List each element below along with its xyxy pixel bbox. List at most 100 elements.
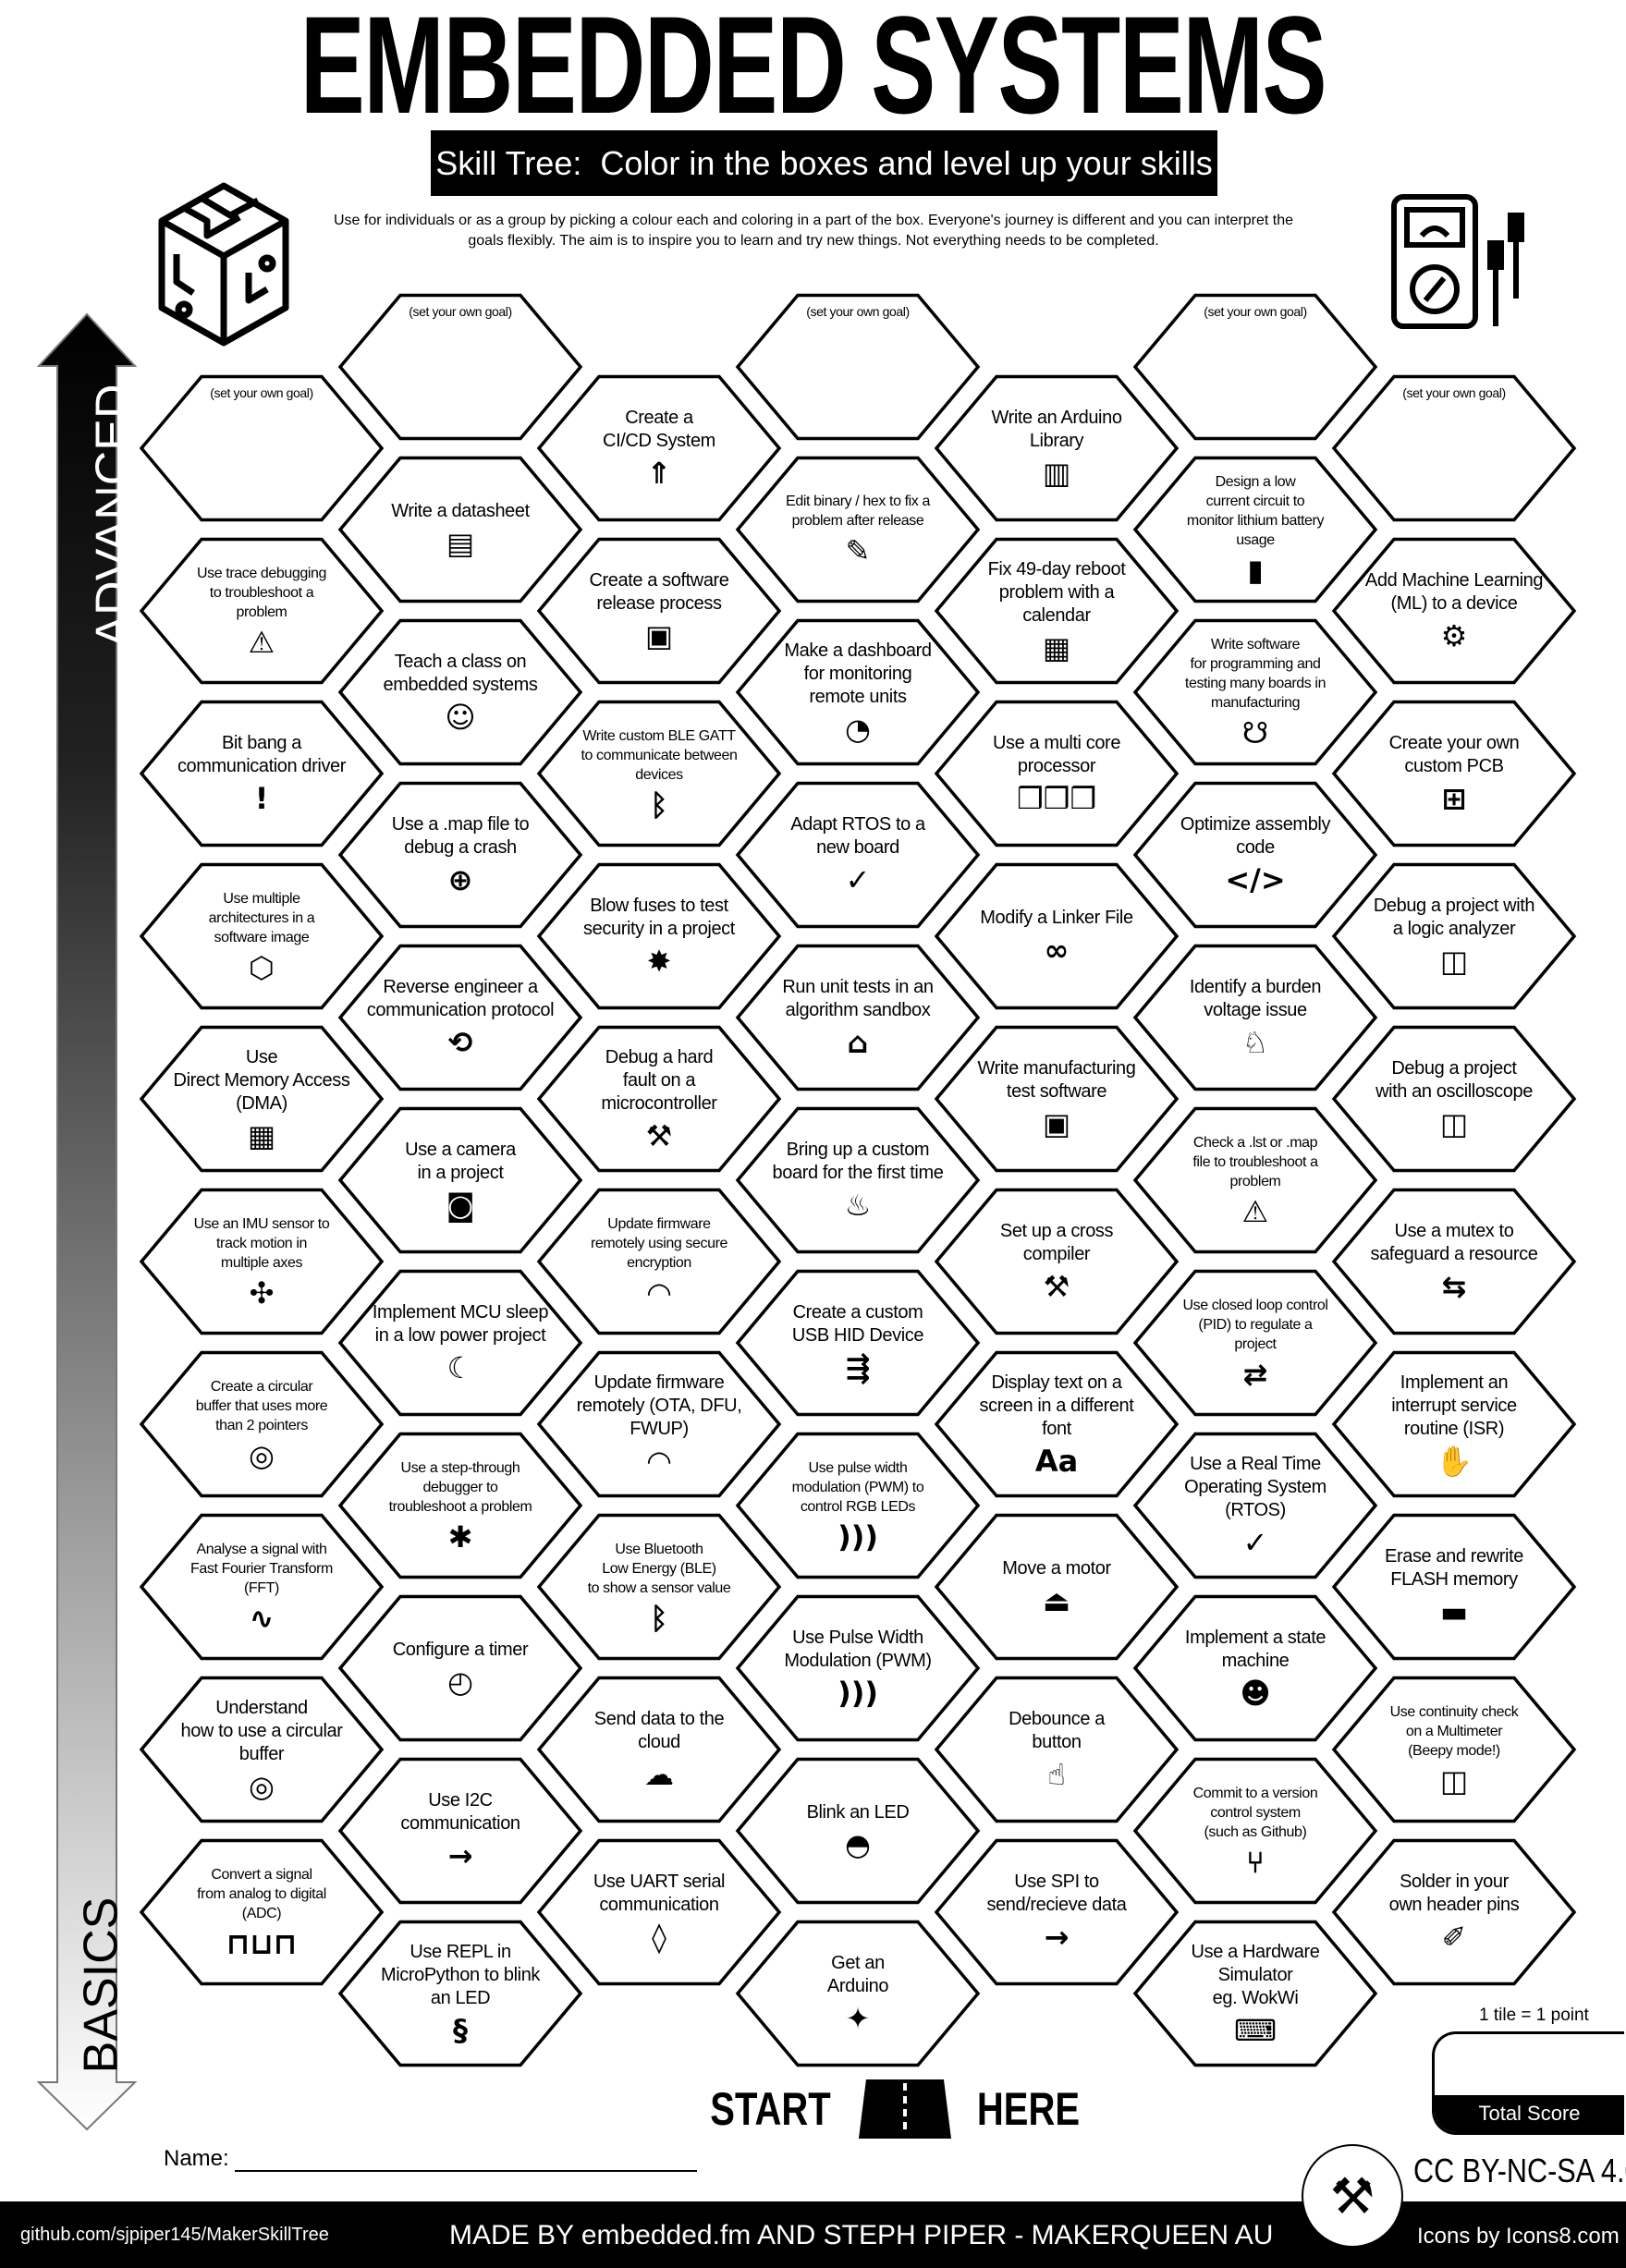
skill-tile[interactable]: Use closed loop control (PID) to regulat…	[1135, 1272, 1375, 1415]
skill-tile[interactable]: Teach a class on embedded systems ☺	[340, 621, 581, 764]
skill-tile[interactable]: Write custom BLE GATT to communicate bet…	[539, 702, 779, 846]
donkey-icon: ♘	[1241, 1025, 1269, 1060]
skill-label: (set your own goal)	[210, 384, 313, 400]
skill-tile[interactable]: Get an Arduino ✦	[738, 1922, 978, 2066]
custom-goal-tile[interactable]: (set your own goal)	[738, 296, 978, 439]
skill-label: Understand how to use a circular buffer	[180, 1697, 343, 1764]
skill-label: Fix 49-day reboot problem with a calenda…	[987, 558, 1126, 626]
skill-tile[interactable]: Use continuity check on a Multimeter (Be…	[1334, 1678, 1574, 1822]
skill-tile[interactable]: Create a CI/CD System ⇑	[539, 377, 779, 520]
name-field[interactable]: Name:	[164, 2146, 697, 2172]
skill-tile[interactable]: Use a .map file to debug a crash ⊕	[340, 784, 581, 927]
link-icon: ∞	[1044, 932, 1070, 968]
skill-tile[interactable]: Use Direct Memory Access (DMA) ▦	[141, 1028, 382, 1171]
skill-tile[interactable]: Use multiple architectures in a software…	[141, 865, 382, 1008]
skill-tile[interactable]: Configure a timer ◴	[340, 1597, 581, 1740]
skill-tile[interactable]: Move a motor ⏏	[936, 1516, 1177, 1659]
skill-tile[interactable]: Blink an LED ◓	[738, 1760, 978, 1903]
skill-tile[interactable]: Use Bluetooth Low Energy (BLE) to show a…	[539, 1516, 779, 1659]
skill-tile[interactable]: Fix 49-day reboot problem with a calenda…	[936, 540, 1177, 683]
skill-tile[interactable]: Implement MCU sleep in a low power proje…	[340, 1272, 581, 1415]
skill-label: Make a dashboard for monitoring remote u…	[784, 640, 932, 707]
skill-tile[interactable]: Add Machine Learning (ML) to a device ⚙	[1334, 540, 1574, 683]
custom-goal-tile[interactable]: (set your own goal)	[1135, 296, 1375, 439]
skill-label: Implement an interrupt service routine (…	[1391, 1372, 1517, 1439]
hex-outline	[735, 781, 981, 929]
skill-tile[interactable]: Use REPL in MicroPython to blink an LED §	[340, 1922, 581, 2066]
skill-tile[interactable]: Implement an interrupt service routine (…	[1334, 1353, 1574, 1496]
skill-tile[interactable]: Use a mutex to safeguard a resource ⇆	[1334, 1190, 1574, 1334]
skill-tile[interactable]: Bring up a custom board for the first ti…	[738, 1109, 978, 1252]
skill-tile[interactable]: Set up a cross compiler ⚒	[936, 1190, 1177, 1334]
skill-tile[interactable]: Bit bang a communication driver!	[141, 702, 382, 846]
brain-gear-icon: ⚙	[1440, 618, 1468, 653]
skill-label: Write software for programming and testi…	[1184, 637, 1326, 711]
skill-tile[interactable]: Erase and rewrite FLASH memory ▬	[1334, 1516, 1574, 1659]
skill-label: Create your own custom PCB	[1388, 733, 1520, 776]
skill-tile[interactable]: Create a software release process ▣	[539, 540, 779, 683]
skill-tile[interactable]: Debug a project with a logic analyzer ◫	[1334, 865, 1574, 1008]
skill-tile[interactable]: Use Pulse Width Modulation (PWM))))	[738, 1597, 978, 1740]
hex-outline	[139, 1513, 385, 1661]
skill-tile[interactable]: Use UART serial communication ◊	[539, 1841, 779, 1984]
custom-goal-tile[interactable]: (set your own goal)	[141, 377, 382, 520]
skill-tile[interactable]: Understand how to use a circular buffer ◎	[141, 1678, 382, 1822]
skill-tile[interactable]: Write a datasheet ▤	[340, 458, 581, 602]
github-link[interactable]: github.com/sjpiper145/MakerSkillTree	[20, 2225, 329, 2245]
total-score-box[interactable]: Total Score	[1432, 2031, 1624, 2135]
skill-tile[interactable]: Solder in your own header pins ✐	[1334, 1841, 1574, 1984]
skill-tile[interactable]: Convert a signal from analog to digital …	[141, 1841, 382, 1984]
skill-label: (set your own goal)	[409, 303, 512, 319]
skill-tile[interactable]: Use trace debugging to troubleshoot a pr…	[141, 540, 382, 683]
skill-tile[interactable]: Use I2C communication →	[340, 1760, 581, 1903]
chip-icon: ▦	[247, 1117, 276, 1153]
skill-tile[interactable]: Use SPI to send/recieve data →	[936, 1841, 1177, 1984]
skill-tile[interactable]: Analyse a signal with Fast Fourier Trans…	[141, 1516, 382, 1659]
skill-tile[interactable]: Update firmware remotely (OTA, DFU, FWUP…	[539, 1353, 779, 1496]
skill-tile[interactable]: Debug a hard fault on a microcontroller ⚒	[539, 1028, 779, 1171]
skill-tile[interactable]: Check a .lst or .map file to troubleshoo…	[1135, 1109, 1375, 1252]
skill-tile[interactable]: Create a custom USB HID Device ⇶	[738, 1272, 978, 1415]
circuit-cube-icon	[158, 182, 289, 347]
skill-tile[interactable]: Identify a burden voltage issue ♘	[1135, 946, 1375, 1090]
skill-tile[interactable]: Write software for programming and testi…	[1135, 621, 1375, 764]
custom-goal-tile[interactable]: (set your own goal)	[340, 296, 581, 439]
skill-tile[interactable]: Use a camera in a project ◙	[340, 1109, 581, 1252]
skill-tile[interactable]: Write an Arduino Library ▥	[936, 377, 1177, 520]
skill-tile[interactable]: Use an IMU sensor to track motion in mul…	[141, 1190, 382, 1334]
skill-tile[interactable]: Create your own custom PCB ⊞	[1334, 702, 1574, 846]
skill-label: Use trace debugging to troubleshoot a pr…	[196, 565, 327, 620]
font-icon: Aa	[1034, 1443, 1079, 1479]
skill-tile[interactable]: Use a Real Time Operating System (RTOS) ✓	[1135, 1434, 1375, 1578]
skill-label: Identify a burden voltage issue	[1189, 977, 1322, 1020]
monitor-check-icon: ✓	[1242, 1524, 1268, 1560]
skill-tile[interactable]: Write manufacturing test software ▣	[936, 1028, 1177, 1171]
skill-tile[interactable]: Adapt RTOS to a new board ✓	[738, 784, 978, 927]
custom-goal-tile[interactable]: (set your own goal)	[1334, 377, 1574, 520]
skill-tile[interactable]: Use a Hardware Simulator eg. WokWi ⌨	[1135, 1922, 1375, 2066]
skill-tile[interactable]: Send data to the cloud ☁	[539, 1678, 779, 1822]
skill-tile[interactable]: Optimize assembly code </>	[1135, 784, 1375, 927]
hex-outline	[1331, 374, 1577, 522]
skill-tile[interactable]: Modify a Linker File ∞	[936, 865, 1177, 1008]
skill-tile[interactable]: Use a multi core processor ❒❒❒	[936, 702, 1177, 846]
skill-tile[interactable]: Use a step-through debugger to troublesh…	[340, 1434, 581, 1578]
skill-tile[interactable]: Run unit tests in an algorithm sandbox ⌂	[738, 946, 978, 1090]
birthday-cake-icon: ♨	[844, 1188, 872, 1223]
skill-tile[interactable]: Design a low current circuit to monitor …	[1135, 458, 1375, 602]
skill-label: Solder in your own header pins	[1388, 1872, 1520, 1915]
skill-tile[interactable]: Debug a project with an oscilloscope ◫	[1334, 1028, 1574, 1171]
name-input-line[interactable]	[234, 2150, 697, 2172]
skill-tile[interactable]: Reverse engineer a communication protoco…	[340, 946, 581, 1090]
skill-tile[interactable]: Commit to a version control system (such…	[1135, 1760, 1375, 1903]
skill-tile[interactable]: Display text on a screen in a different …	[936, 1353, 1177, 1496]
skill-tile[interactable]: Debounce a button ☝	[936, 1678, 1177, 1822]
sandbox-icon: ⌂	[847, 1025, 869, 1060]
skill-tile[interactable]: Use pulse width modulation (PWM) to cont…	[738, 1434, 978, 1578]
skill-tile[interactable]: Make a dashboard for monitoring remote u…	[738, 621, 978, 764]
skill-tile[interactable]: Edit binary / hex to fix a problem after…	[738, 458, 978, 602]
skill-tile[interactable]: Blow fuses to test security in a project…	[539, 865, 779, 1008]
skill-tile[interactable]: Implement a state machine ☻	[1135, 1597, 1375, 1740]
skill-tile[interactable]: Create a circular buffer that uses more …	[141, 1353, 382, 1496]
skill-tile[interactable]: Update firmware remotely using secure en…	[539, 1190, 779, 1334]
